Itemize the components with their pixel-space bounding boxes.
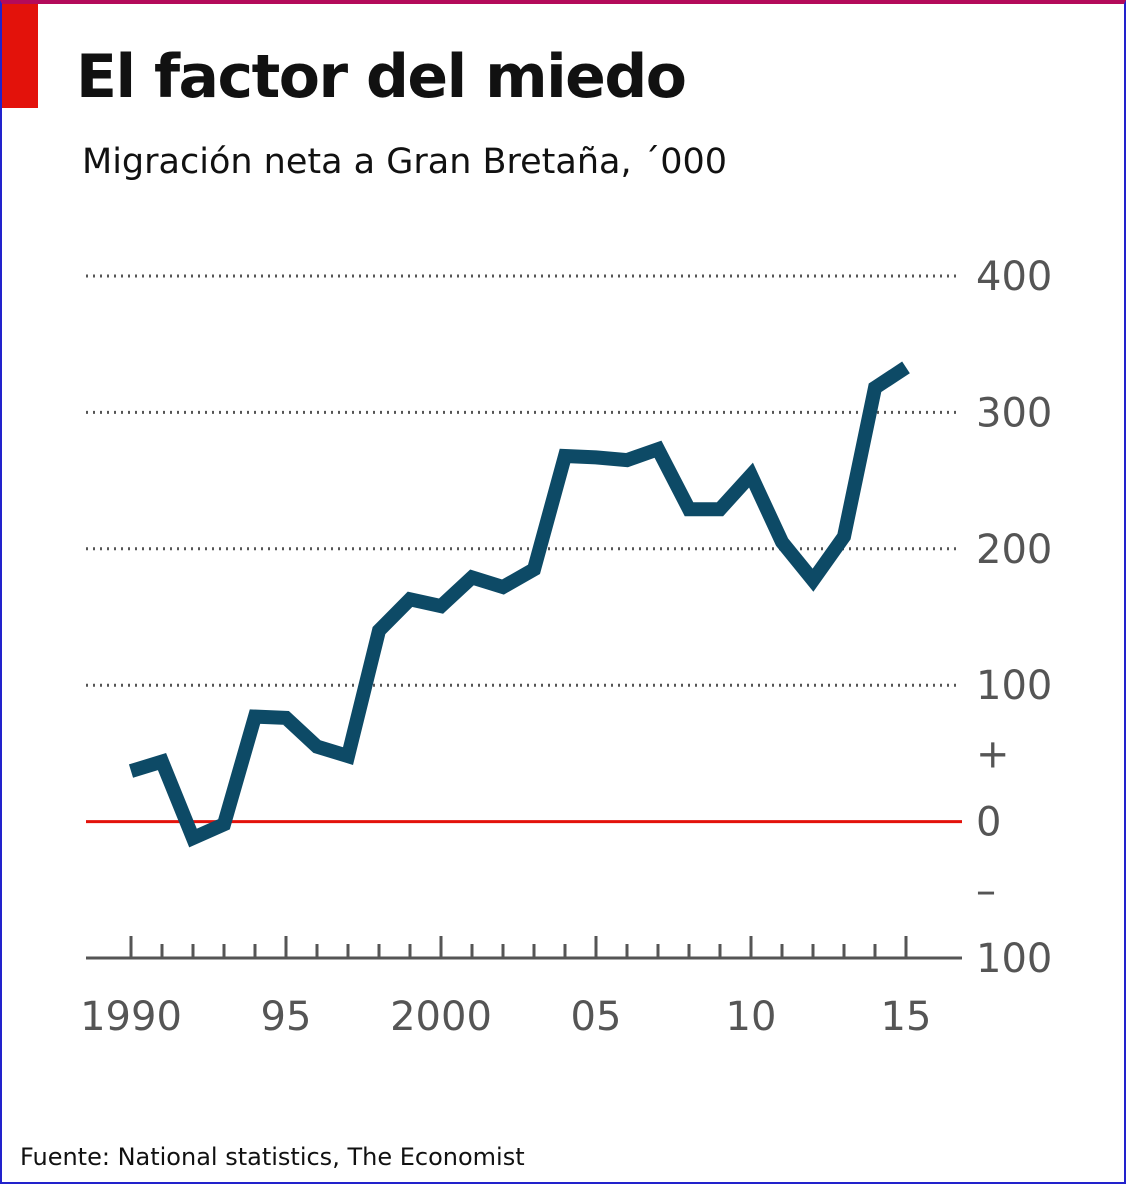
data-point-1997 [347,755,349,757]
data-point-1992 [192,837,194,839]
data-point-2004 [564,455,566,457]
data-point-2005 [595,456,597,458]
x-tick-label: 2000 [390,994,492,1040]
y-tick-label: 100 [976,936,1052,982]
y-tick-label: 100 [976,663,1052,709]
line-chart: 400 300 200 100 +0 – 100 1990 95 2000 05 10 15 [80,254,1052,1040]
data-point-1999 [409,598,411,600]
data-point-1991 [161,761,163,763]
y-tick-label: 400 [976,254,1052,300]
y-tick-label: 300 [976,390,1052,436]
net-migration-line [128,361,910,848]
data-point-2001 [471,576,473,578]
data-point-1996 [316,746,318,748]
data-point-2009 [719,508,721,510]
x-tick-label: 1990 [80,994,182,1040]
x-tick-label: 10 [726,994,777,1040]
data-point-2003 [533,568,535,570]
data-point-2012 [812,579,814,581]
data-point-2006 [626,459,628,461]
chart-title: El factor del miedo [76,42,687,112]
y-tick-label: 200 [976,527,1052,573]
x-tick-label: 95 [261,994,312,1040]
data-point-1993 [223,823,225,825]
data-point-2011 [781,541,783,543]
x-tick-label: 15 [881,994,932,1040]
data-point-2010 [750,474,752,476]
y-tick-label: 0 [976,800,1001,846]
data-point-2014 [874,387,876,389]
x-tick-label: 05 [571,994,622,1040]
source-note: Fuente: National statistics, The Economi… [20,1143,525,1171]
data-point-1994 [254,716,256,718]
data-point-2008 [688,508,690,510]
data-point-1995 [285,717,287,719]
data-point-1998 [378,630,380,632]
data-point-2000 [440,605,442,607]
chart-subtitle: Migración neta a Gran Bretaña, ´000 [82,142,728,182]
data-point-2015 [905,366,907,368]
y-tick-label: + [976,731,1010,777]
data-point-1990 [130,770,132,772]
data-point-2013 [843,536,845,538]
red-accent-tab [2,4,38,108]
data-point-2007 [657,448,659,450]
y-tick-label: – [976,868,996,914]
data-point-2002 [502,586,504,588]
